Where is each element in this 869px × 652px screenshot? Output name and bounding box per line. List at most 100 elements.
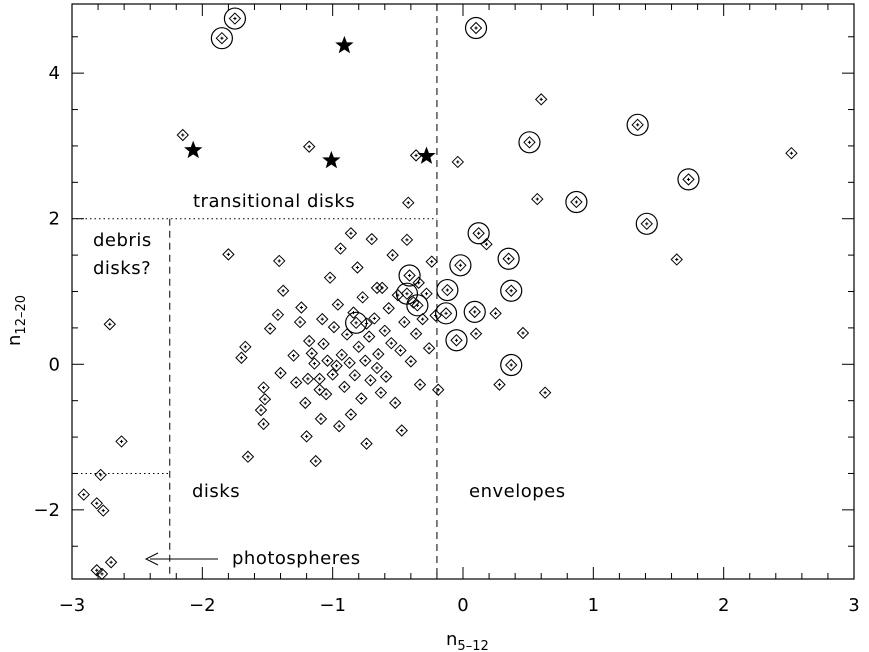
diamond-marker — [374, 386, 388, 399]
diamond-marker — [271, 308, 285, 321]
circle-marker — [210, 27, 233, 50]
star-point — [322, 150, 341, 169]
data-point — [301, 372, 315, 386]
diamond-marker — [422, 342, 436, 355]
diamond-marker — [398, 315, 411, 329]
data-point — [241, 450, 255, 463]
diamond-marker — [314, 412, 328, 426]
data-point — [331, 298, 345, 311]
diamond-marker — [454, 259, 467, 272]
data-point — [309, 454, 322, 468]
diamond-marker — [326, 368, 339, 381]
data-point — [326, 368, 339, 381]
data-point — [362, 330, 376, 343]
diamond-marker — [502, 252, 515, 265]
region-label-disks: disks — [192, 481, 240, 502]
data-point — [469, 327, 483, 340]
data-point — [344, 408, 358, 421]
diamond-marker — [505, 358, 518, 372]
diamond-marker — [308, 357, 321, 370]
diamond-marker — [395, 424, 408, 437]
data-point — [115, 435, 128, 448]
data-point — [295, 301, 308, 314]
diamond-marker — [389, 396, 402, 410]
circled-data-point — [395, 282, 419, 305]
data-point — [276, 284, 290, 297]
diamond-marker — [95, 567, 109, 581]
data-point — [274, 366, 287, 380]
circled-data-point — [406, 294, 429, 317]
diamond-marker — [402, 196, 415, 209]
data-point — [493, 378, 506, 391]
data-point — [386, 248, 399, 262]
diamond-marker — [349, 316, 363, 330]
x-axis-title: n5–12 — [446, 629, 489, 652]
diamond-marker — [301, 372, 315, 386]
diamond-marker — [439, 307, 453, 320]
diamond-marker — [254, 403, 268, 417]
diamond-marker — [409, 327, 423, 340]
circle-marker — [677, 168, 700, 191]
diamond-marker — [228, 12, 242, 25]
x-tick-label: 1 — [588, 595, 599, 616]
diamond-marker — [432, 383, 445, 396]
data-point — [239, 340, 252, 354]
diamond-marker — [411, 299, 424, 312]
data-point — [334, 242, 347, 255]
circle-marker — [565, 190, 588, 214]
data-point — [365, 232, 378, 246]
data-point — [355, 392, 368, 405]
region-label-envelopes: envelopes — [469, 481, 566, 502]
diamond-marker — [360, 317, 373, 330]
tick-labels: −3 −2 −1 0 1 2 3 −2 0 2 4 — [33, 63, 859, 616]
y-tick-label: −2 — [33, 500, 60, 521]
diamond-marker — [394, 344, 407, 357]
data-point — [420, 287, 433, 300]
region-label-transitional: transitional disks — [193, 191, 355, 212]
data-point — [271, 308, 285, 321]
data-point — [359, 354, 372, 367]
circle-marker — [626, 113, 649, 136]
diamond-marker — [404, 355, 418, 368]
diamond-marker — [276, 284, 290, 297]
diamond-marker — [372, 347, 385, 361]
circled-data-point — [677, 168, 700, 191]
data-point — [374, 386, 388, 399]
data-point — [413, 378, 427, 391]
data-point — [340, 328, 354, 341]
star-marker — [184, 140, 203, 159]
circled-data-point — [518, 131, 541, 154]
data-point — [670, 253, 683, 266]
star-point — [184, 140, 203, 159]
x-tick-label: −2 — [189, 595, 216, 616]
diamond-marker — [451, 155, 464, 169]
diamond-marker — [258, 393, 272, 406]
data-point — [313, 372, 326, 386]
circle-marker — [518, 131, 541, 154]
diamond-marker — [222, 248, 235, 261]
diamond-marker — [90, 497, 103, 510]
diamond-marker — [215, 32, 229, 45]
diamond-marker — [104, 556, 118, 569]
diamond-marker — [347, 306, 360, 319]
data-point — [335, 348, 348, 362]
diamond-marker — [412, 276, 425, 289]
circle-marker — [497, 247, 520, 270]
data-point — [263, 322, 277, 335]
circled-data-point — [223, 7, 247, 30]
circled-data-point — [436, 278, 459, 302]
diamond-marker — [299, 396, 312, 410]
diamond-marker — [300, 430, 313, 443]
data-point — [316, 312, 329, 326]
circled-data-point — [500, 353, 523, 377]
diamond-marker — [359, 354, 372, 367]
diamond-marker — [429, 309, 442, 322]
photospheres-arrow — [144, 552, 218, 566]
region-label-debris-line1: debris — [93, 230, 152, 251]
diamond-marker — [317, 337, 330, 351]
circle-marker — [449, 254, 472, 277]
diamond-marker — [640, 217, 653, 231]
diamond-marker — [534, 93, 548, 106]
data-point — [257, 381, 270, 394]
x-tick-label: 0 — [457, 595, 468, 616]
